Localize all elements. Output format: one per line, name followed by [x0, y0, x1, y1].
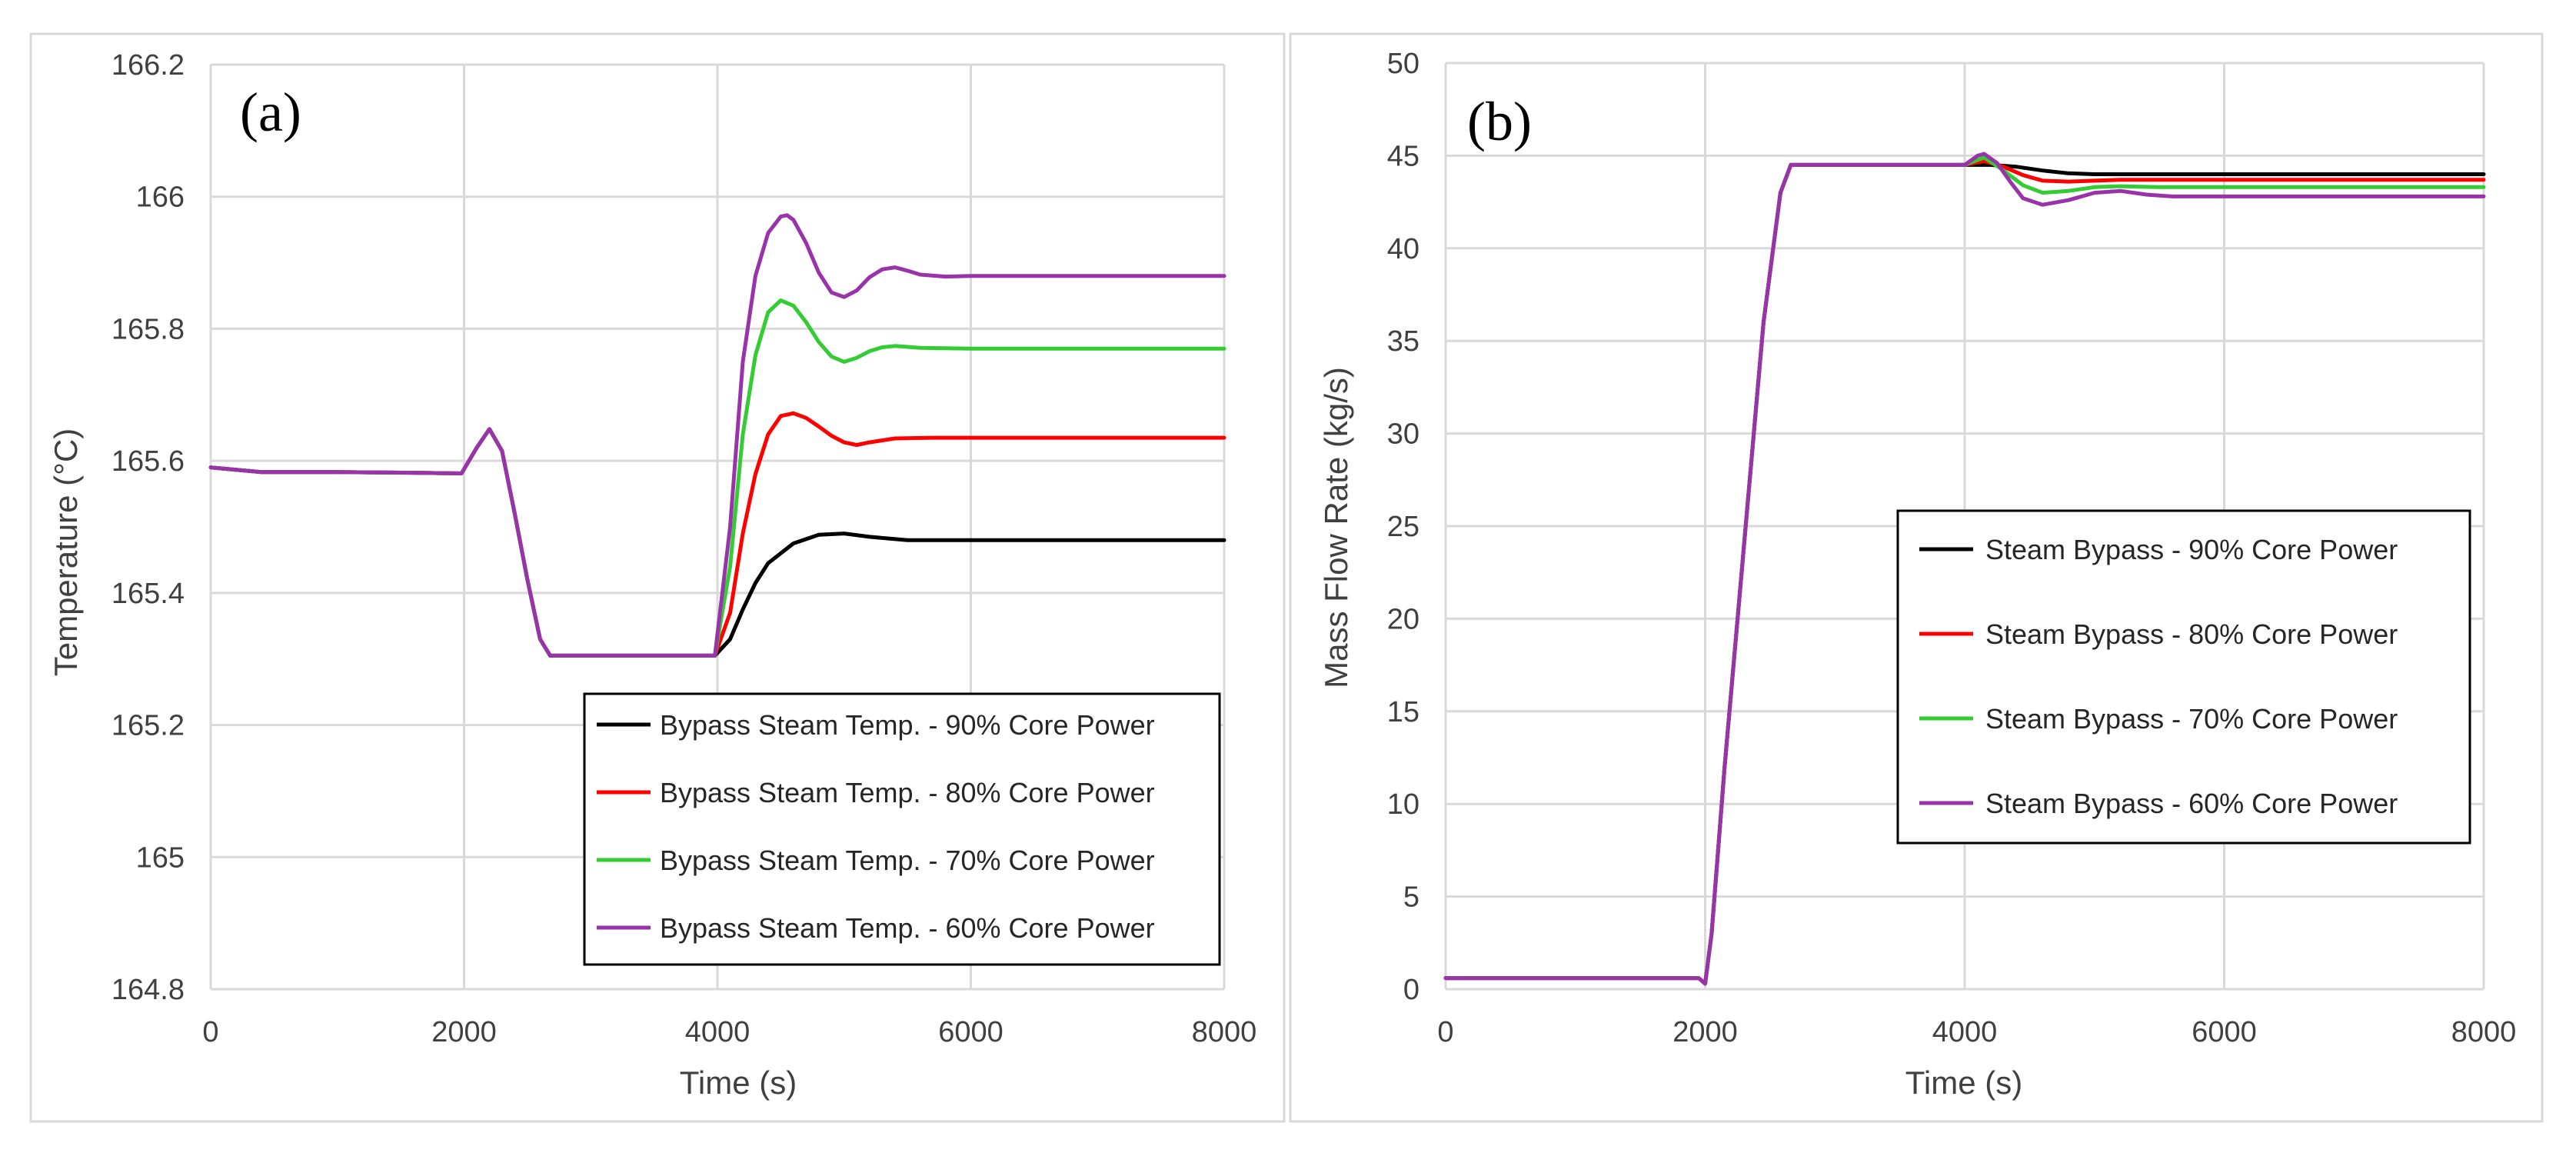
panel-a-legend-label: Bypass Steam Temp. - 70% Core Power [660, 845, 1155, 876]
panel-b-y-tick-label: 35 [1387, 325, 1419, 358]
panel-b-x-tick-label: 6000 [2192, 1016, 2257, 1048]
panel-b-y-tick-label: 5 [1403, 881, 1419, 914]
panel-a-legend-label: Bypass Steam Temp. - 80% Core Power [660, 777, 1155, 808]
panel-b-label: (b) [1467, 91, 1532, 152]
panel-b-y-tick-label: 0 [1403, 974, 1419, 1006]
panel-b-legend-label: Steam Bypass - 70% Core Power [1985, 703, 2398, 735]
panel-a-y-tick-label: 165.4 [111, 578, 185, 610]
panel-a-y-tick-label: 164.8 [111, 974, 185, 1006]
panel-b-x-tick-label: 4000 [1932, 1016, 1998, 1048]
panel-b-x-tick-labels: 0 2000 4000 6000 8000 [1437, 1016, 2516, 1048]
panel-a-legend-box [583, 692, 1221, 966]
panel-b-x-tick-label: 2000 [1672, 1016, 1738, 1048]
panel-a-x-tick-label: 4000 [685, 1016, 751, 1048]
panel-a-y-tick-label: 166.2 [111, 49, 185, 82]
panel-b-y-tick-label: 30 [1387, 418, 1419, 451]
panel-a-x-tick-label: 0 [202, 1016, 218, 1048]
panel-a-temperature-chart: 164.8 165 165.2 165.4 165.6 165.8 166 166.2 0 20… [29, 32, 1286, 1123]
panel-b-x-tick-label: 0 [1437, 1016, 1453, 1048]
panel-b-x-axis-title: Time (s) [1905, 1065, 2022, 1101]
panel-a-y-tick-label: 166 [136, 182, 185, 214]
panel-a-x-tick-labels: 0 2000 4000 6000 8000 [202, 1016, 1256, 1048]
panel-b-series-lines [1443, 152, 2486, 986]
panel-a-y-tick-label: 165.2 [111, 710, 185, 742]
panel-b-legend-label: Steam Bypass - 90% Core Power [1985, 534, 2398, 565]
panel-b-legend-label: Steam Bypass - 80% Core Power [1985, 618, 2398, 650]
panel-b-y-axis-title: Mass Flow Rate (kg/s) [1318, 367, 1354, 688]
panel-a-legend-label: Bypass Steam Temp. - 60% Core Power [660, 912, 1155, 944]
panel-a-label: (a) [240, 82, 301, 143]
panel-a-legend: Bypass Steam Temp. - 90% Core Power Bypas… [583, 692, 1221, 966]
panel-a-x-tick-label: 6000 [938, 1016, 1003, 1048]
panel-b-x-tick-label: 8000 [2451, 1016, 2517, 1048]
panel-a-y-tick-labels: 164.8 165 165.2 165.4 165.6 165.8 166 166.2 [111, 49, 185, 1006]
panel-b-y-tick-label: 20 [1387, 603, 1419, 635]
panel-b-legend: Steam Bypass - 90% Core Power Steam Bypas… [1896, 509, 2471, 845]
panel-b-y-tick-label: 25 [1387, 511, 1419, 543]
panel-b-y-tick-label: 40 [1387, 233, 1419, 265]
panel-b-y-tick-label: 10 [1387, 788, 1419, 821]
panel-a-gridlines [209, 63, 1226, 991]
panel-a-series-lines [208, 213, 1226, 658]
panel-a-legend-label: Bypass Steam Temp. - 90% Core Power [660, 709, 1155, 741]
panel-b-y-tick-label: 45 [1387, 140, 1419, 172]
panel-a-x-tick-label: 8000 [1192, 1016, 1257, 1048]
panel-b-series-line-4 [1443, 152, 2486, 986]
panel-b-mass-flow-chart: 0 5 10 15 20 25 30 35 40 45 50 0 2000 4000 6000 8000 (… [1289, 32, 2544, 1123]
panel-b-y-tick-label: 15 [1387, 696, 1419, 728]
panel-a-y-tick-label: 165.8 [111, 313, 185, 345]
panel-a-y-tick-label: 165.6 [111, 445, 185, 478]
panel-a-x-tick-label: 2000 [431, 1016, 497, 1048]
panel-a-y-tick-label: 165 [136, 841, 185, 874]
panel-a-x-axis-title: Time (s) [680, 1065, 797, 1101]
panel-a-series-line-4 [208, 213, 1226, 658]
panel-b-legend-label: Steam Bypass - 60% Core Power [1985, 788, 2398, 819]
panel-a-y-axis-title: Temperature (°C) [48, 428, 84, 677]
panel-b-legend-box [1896, 509, 2471, 845]
panel-b-y-tick-labels: 0 5 10 15 20 25 30 35 40 45 50 [1387, 48, 1419, 1006]
panel-b-y-tick-label: 50 [1387, 48, 1419, 80]
